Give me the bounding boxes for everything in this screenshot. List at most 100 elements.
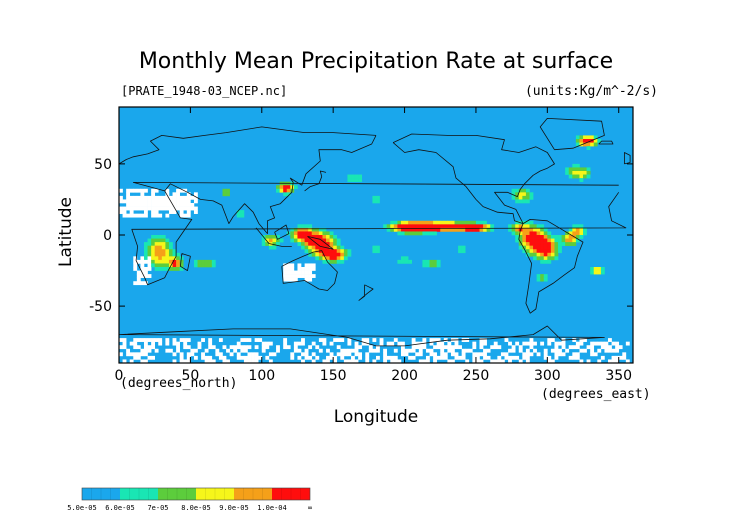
precip-cell xyxy=(151,245,155,250)
precip-cell xyxy=(154,235,159,239)
precip-cell xyxy=(293,231,298,236)
precip-cell xyxy=(361,338,366,342)
precip-cell xyxy=(283,188,288,193)
precip-cell xyxy=(140,213,145,218)
precip-cell xyxy=(318,348,323,353)
precip-cell xyxy=(425,263,430,268)
precip-cell xyxy=(336,252,341,257)
precip-cell xyxy=(308,270,313,275)
precip-cell xyxy=(290,277,295,282)
precip-cell xyxy=(390,220,395,225)
precip-cell xyxy=(236,210,241,214)
precip-cell xyxy=(372,359,377,364)
x-tick-label: 250 xyxy=(463,368,490,384)
precip-cell xyxy=(372,195,377,200)
precip-cell xyxy=(326,242,330,246)
precip-cell xyxy=(147,267,152,271)
precip-cell xyxy=(547,341,552,346)
precip-cell xyxy=(183,195,188,200)
precip-cell xyxy=(450,352,455,357)
precip-cell xyxy=(311,352,316,357)
precip-cell xyxy=(208,359,213,364)
precip-cell xyxy=(543,277,548,282)
precip-cell xyxy=(197,259,202,264)
precip-cell xyxy=(140,274,145,278)
precip-cell xyxy=(472,345,477,350)
precip-cell xyxy=(240,210,245,214)
precip-cell xyxy=(129,199,134,204)
precip-cell xyxy=(518,345,523,350)
precip-cell xyxy=(193,206,198,211)
precip-cell xyxy=(193,210,198,214)
precip-cell xyxy=(136,213,141,218)
precip-cell xyxy=(379,341,384,346)
precip-cell xyxy=(572,338,577,342)
precip-cell xyxy=(172,199,177,204)
precip-cell xyxy=(504,352,509,357)
precip-cell xyxy=(165,245,170,250)
precip-cell xyxy=(186,203,191,207)
precip-cell xyxy=(265,341,270,346)
precip-cell xyxy=(443,220,448,225)
precip-cell xyxy=(318,338,323,342)
precip-cell xyxy=(422,227,427,232)
precip-cell xyxy=(443,352,448,357)
precip-cell xyxy=(383,355,388,360)
precip-cell xyxy=(597,267,602,271)
precip-cell xyxy=(333,252,338,257)
map-plot-area xyxy=(118,106,634,364)
precip-cell xyxy=(243,359,248,364)
precip-cell xyxy=(258,338,263,342)
precip-cell xyxy=(440,227,445,232)
precip-cell xyxy=(154,213,159,218)
precip-cell xyxy=(568,242,573,246)
precip-cell xyxy=(597,139,602,143)
precip-cell xyxy=(154,256,159,261)
precip-cell xyxy=(183,213,188,218)
precip-cell xyxy=(518,235,523,239)
precip-cell xyxy=(143,210,148,214)
precip-cell xyxy=(575,238,580,243)
precip-cell xyxy=(333,238,338,243)
precip-cell xyxy=(301,224,305,229)
precip-cell xyxy=(415,341,420,346)
precip-cell xyxy=(119,345,123,350)
precip-cell xyxy=(575,235,580,239)
precip-cell xyxy=(293,274,298,278)
precip-cell xyxy=(293,348,298,353)
precip-cell xyxy=(233,348,238,353)
precip-cell xyxy=(147,256,152,261)
precip-cell xyxy=(322,242,327,246)
precip-cell xyxy=(193,195,198,200)
precip-cell xyxy=(126,203,131,207)
precip-cell xyxy=(593,267,598,271)
precip-cell xyxy=(351,348,355,353)
precip-cell xyxy=(268,341,273,346)
precip-cell xyxy=(543,274,548,278)
precip-cell xyxy=(511,227,516,232)
precip-cell xyxy=(322,249,327,254)
precip-cell xyxy=(297,348,302,353)
precip-cell xyxy=(425,224,430,229)
precip-cell xyxy=(543,256,548,261)
precip-cell xyxy=(168,242,173,246)
precip-cell xyxy=(133,338,138,342)
precip-cell xyxy=(411,220,416,225)
precip-cell xyxy=(529,252,534,257)
precip-cell xyxy=(508,355,512,360)
precip-cell xyxy=(518,199,523,204)
precip-cell xyxy=(518,195,523,200)
precip-cell xyxy=(604,345,609,350)
precip-cell xyxy=(176,203,180,207)
precip-cell xyxy=(558,242,562,246)
precip-cell xyxy=(561,345,566,350)
precip-cell xyxy=(408,227,412,232)
precip-cell xyxy=(547,359,552,364)
precip-cell xyxy=(450,348,455,353)
precip-cell xyxy=(543,245,548,250)
precip-cell xyxy=(540,341,545,346)
precip-cell xyxy=(304,355,309,360)
precip-cell xyxy=(479,224,484,229)
precip-cell xyxy=(279,188,284,193)
precip-cell xyxy=(201,338,205,342)
